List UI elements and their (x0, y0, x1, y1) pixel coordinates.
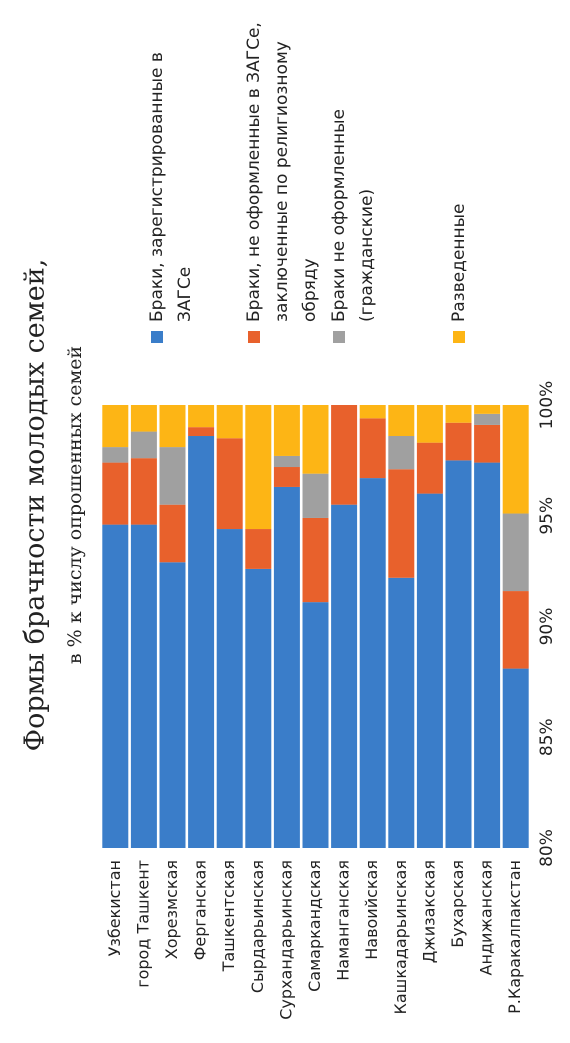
x-tick-label: Джизакская (419, 860, 438, 963)
bar-segment (474, 413, 501, 425)
x-tick-label: Бухарская (448, 860, 467, 948)
bar-segment (388, 469, 415, 578)
bar-segment (216, 405, 243, 439)
bar-segment (130, 431, 157, 459)
bar-segment (302, 517, 329, 603)
legend-swatch (248, 331, 260, 343)
bar-segment (445, 405, 472, 423)
legend-swatch (151, 331, 163, 343)
bar-segment (502, 591, 529, 669)
x-tick-label: Ферганская (191, 860, 210, 960)
bar-segment (188, 427, 215, 437)
legend-label: Браки не оформленные (гражданские) (329, 109, 377, 322)
bar-segment (302, 602, 329, 848)
x-tick-label: Р.Каракалпакстан (505, 860, 524, 1014)
bar-segment (245, 568, 272, 848)
bar-segment (188, 436, 215, 848)
bar-segment (502, 513, 529, 592)
bar-segment (245, 529, 272, 569)
bar-segment (159, 504, 186, 563)
legend-swatch (333, 331, 345, 343)
x-tick-label: Сурхандарьинская (276, 860, 295, 1020)
bar-segment (130, 458, 157, 525)
bar-segment (159, 405, 186, 448)
bar-segment (474, 424, 501, 463)
x-tick-label: Самаркандская (305, 860, 324, 992)
legend-label: Браки, не оформленные в ЗАГСе, заключенн… (244, 22, 320, 322)
bar-segment (216, 438, 243, 530)
bar-segment (359, 405, 386, 419)
bar-segment (388, 577, 415, 848)
bar-segment (273, 455, 300, 468)
bar-segment (359, 418, 386, 479)
bar-segment (102, 524, 129, 848)
x-tick-label: Андижанская (477, 860, 496, 975)
y-tick-label: 90% (537, 608, 557, 646)
bar-segment (416, 405, 443, 443)
bar-segment (502, 405, 529, 514)
bar-segment (416, 442, 443, 494)
legend-label: Разведенные (449, 203, 469, 322)
bar-segment (273, 405, 300, 456)
bar-segment (302, 473, 329, 518)
bar-segment (102, 462, 129, 525)
bar-segment (331, 504, 358, 848)
bar-segment (359, 478, 386, 848)
bar-segment (388, 436, 415, 470)
bar-segment (331, 405, 358, 505)
bar-segment (130, 524, 157, 848)
bar-segment (273, 467, 300, 487)
legend-label: Браки, зарегистрированные в ЗАГСе (147, 52, 195, 322)
bar-segment (102, 405, 129, 448)
legend-swatch (453, 331, 465, 343)
bar-segment (445, 422, 472, 461)
x-tick-label: Хорезмская (162, 860, 181, 959)
bar-segment (130, 405, 157, 432)
x-tick-label: Навоийская (362, 860, 381, 960)
chart-subtitle: в % к числу опрошенных семей (64, 346, 86, 664)
bar-segment (159, 562, 186, 848)
x-tick-label: Ташкентская (219, 860, 238, 972)
x-tick-label: Сырдарьинская (248, 860, 267, 993)
y-tick-label: 85% (537, 718, 557, 756)
x-tick-label: Кашкадарьинская (391, 860, 410, 1014)
bar-segment (416, 493, 443, 848)
bar-segment (159, 447, 186, 505)
x-tick-label: Наманганская (334, 860, 353, 981)
bar-segment (245, 405, 272, 530)
bar-segment (474, 462, 501, 848)
bar-segment (474, 405, 501, 414)
x-tick-label: город Ташкент (133, 860, 152, 988)
bar-segment (216, 529, 243, 848)
chart-title: Формы брачности молодых семей, (20, 259, 51, 752)
x-tick-label: Узбекистан (105, 860, 124, 956)
y-tick-label: 80% (537, 829, 557, 867)
y-tick-label: 100% (537, 381, 557, 430)
bar-segment (445, 460, 472, 848)
bar-segment (388, 405, 415, 437)
bar-segment (273, 486, 300, 848)
y-tick-label: 95% (537, 497, 557, 535)
bar-segment (502, 668, 529, 848)
bar-segment (188, 405, 215, 428)
bar-segment (102, 447, 129, 463)
bar-segment (302, 405, 329, 474)
